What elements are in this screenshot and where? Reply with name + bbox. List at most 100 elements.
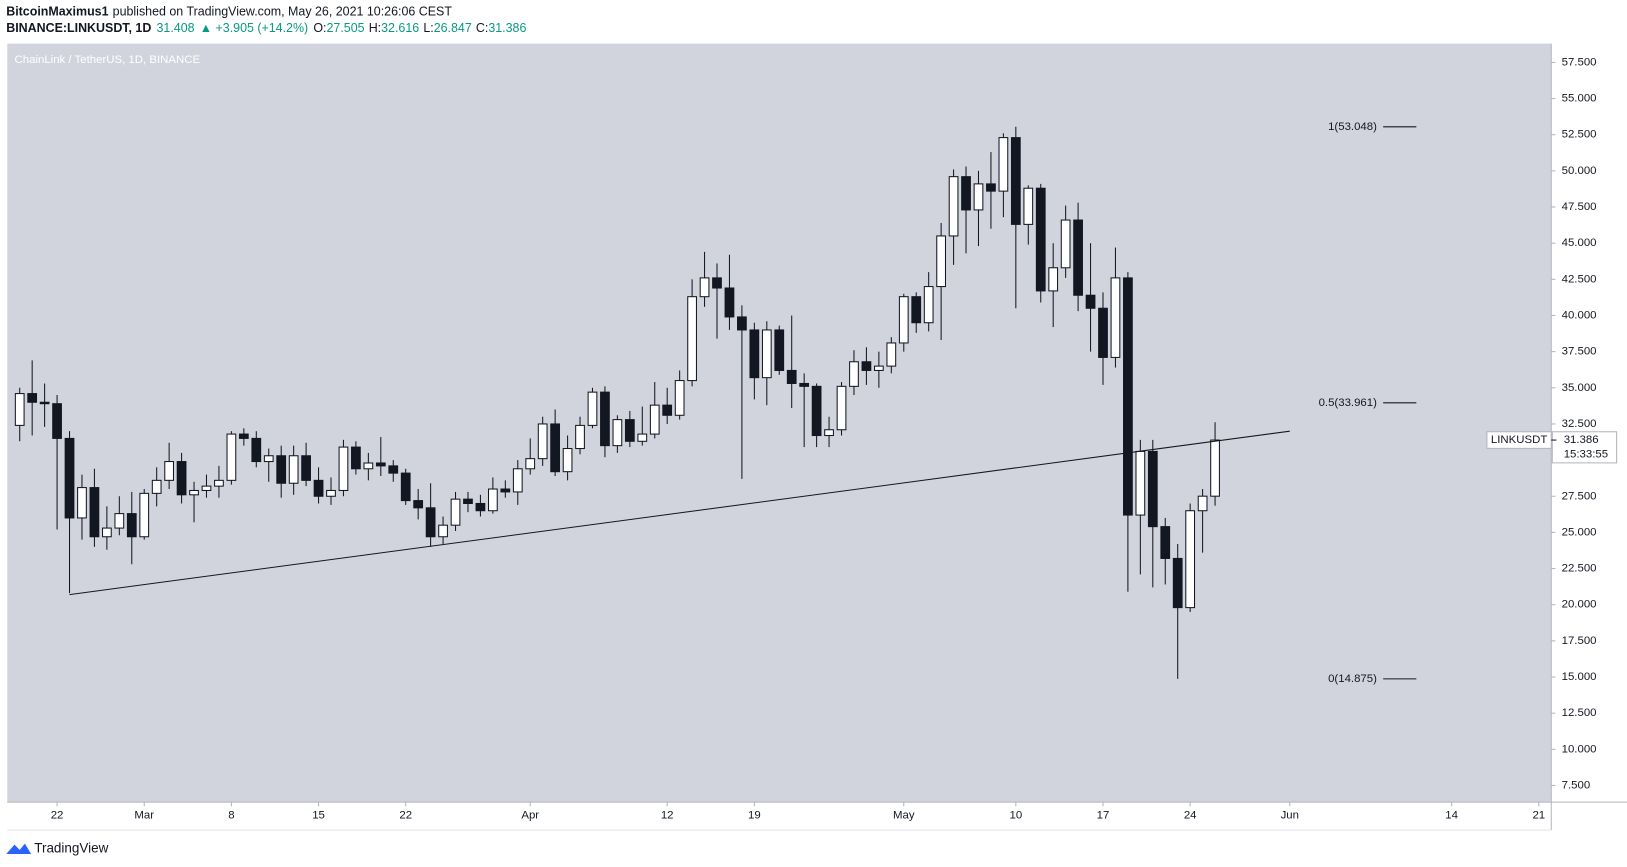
candle-body bbox=[961, 176, 971, 211]
fib-label: 0.5(33.961) bbox=[1319, 397, 1378, 409]
candle-body bbox=[201, 485, 212, 491]
candle-body bbox=[263, 455, 274, 463]
candle-body bbox=[114, 513, 125, 529]
candle-body bbox=[948, 176, 959, 237]
candle-body bbox=[1048, 267, 1059, 292]
candle-body bbox=[27, 393, 38, 403]
candle-body bbox=[973, 183, 984, 211]
candle-body bbox=[338, 446, 349, 491]
y-tick-label: 20.000 bbox=[1562, 599, 1597, 611]
y-tick-label: 10.000 bbox=[1562, 743, 1597, 755]
candle-body bbox=[1210, 439, 1220, 497]
candle-body bbox=[101, 527, 112, 538]
x-tick-label: 17 bbox=[1097, 810, 1110, 822]
ohlc-key: H: bbox=[369, 21, 381, 35]
candle-body bbox=[388, 465, 399, 474]
candle-body bbox=[1135, 450, 1146, 516]
y-tick-label: 12.500 bbox=[1562, 707, 1597, 719]
change: ▲ +3.905 (+14.2%) bbox=[200, 21, 308, 35]
candle-body bbox=[624, 419, 635, 442]
y-tick-label: 25.000 bbox=[1562, 526, 1597, 538]
candle-body bbox=[438, 524, 448, 538]
candle-body bbox=[1073, 219, 1083, 296]
candle-body bbox=[77, 487, 87, 519]
candle-body bbox=[923, 286, 934, 324]
candle-body bbox=[550, 423, 561, 473]
candle-body bbox=[226, 433, 237, 481]
candle-body bbox=[824, 429, 834, 437]
logo-icon bbox=[6, 843, 32, 854]
candle-body bbox=[998, 137, 1009, 192]
trendline bbox=[69, 430, 1290, 596]
y-tick-label: 42.500 bbox=[1562, 273, 1597, 285]
candle-body bbox=[1147, 450, 1158, 528]
x-tick-label: 14 bbox=[1445, 810, 1458, 822]
y-tick-label: 15.000 bbox=[1562, 671, 1597, 683]
candle-body bbox=[849, 361, 859, 387]
candle-body bbox=[313, 479, 324, 497]
candle-body bbox=[512, 468, 523, 493]
candle-body bbox=[786, 369, 797, 384]
x-tick-label: 12 bbox=[661, 810, 674, 822]
candle-body bbox=[251, 437, 262, 463]
candle-body bbox=[89, 487, 100, 538]
candle-body bbox=[699, 277, 710, 298]
candle-body bbox=[126, 513, 137, 538]
price-box bbox=[1551, 431, 1618, 464]
candle-body bbox=[799, 382, 810, 387]
x-tick-label: 21 bbox=[1532, 810, 1545, 822]
candle-body bbox=[1023, 187, 1034, 225]
candle-body bbox=[52, 403, 62, 439]
y-tick-label: 55.000 bbox=[1562, 93, 1597, 105]
y-tick-label: 45.000 bbox=[1562, 237, 1597, 249]
candle-body bbox=[811, 385, 822, 437]
candle-body bbox=[886, 342, 897, 367]
y-tick-label: 35.000 bbox=[1562, 382, 1597, 394]
y-tick-label: 32.500 bbox=[1562, 418, 1597, 430]
x-tick-label: 19 bbox=[748, 810, 761, 822]
candle-body bbox=[1098, 307, 1108, 358]
candle-body bbox=[1085, 294, 1096, 309]
y-tick-label: 17.500 bbox=[1562, 635, 1597, 647]
y-tick-label: 47.500 bbox=[1562, 201, 1597, 213]
candle-body bbox=[612, 419, 623, 447]
candle-body bbox=[662, 404, 673, 416]
candle-body bbox=[326, 489, 336, 497]
candle-body bbox=[587, 391, 598, 426]
candle-body bbox=[637, 433, 648, 442]
candle-body bbox=[986, 183, 996, 192]
candle-body bbox=[1123, 277, 1133, 516]
candle-body bbox=[14, 393, 25, 426]
symbol-label: LINKUSDT bbox=[1491, 434, 1547, 446]
candle-body bbox=[1160, 526, 1171, 559]
candle-body bbox=[363, 462, 374, 470]
candle-body bbox=[39, 401, 50, 405]
candle-body bbox=[487, 488, 498, 512]
candle-body bbox=[898, 296, 909, 344]
candle-body bbox=[562, 448, 573, 473]
ohlc-value: 31.386 bbox=[488, 21, 526, 35]
candle-body bbox=[288, 455, 299, 484]
last-price: 31.386 bbox=[1564, 434, 1599, 446]
x-tick-label: 22 bbox=[399, 810, 412, 822]
x-tick-label: Mar bbox=[134, 810, 154, 822]
y-tick-label: 52.500 bbox=[1562, 129, 1597, 141]
candle-body bbox=[164, 461, 175, 481]
candle-body bbox=[774, 329, 785, 371]
candle-body bbox=[749, 329, 760, 379]
candle-body bbox=[413, 500, 424, 509]
candle-body bbox=[861, 361, 872, 371]
candle-body bbox=[737, 316, 747, 331]
candle-body bbox=[189, 489, 199, 496]
ohlc-key: C: bbox=[476, 21, 488, 35]
brand: TradingView bbox=[34, 840, 108, 855]
candle-body bbox=[761, 329, 772, 379]
candle-body bbox=[936, 235, 947, 288]
candle-body bbox=[463, 498, 473, 505]
published: published on TradingView.com, May 26, 20… bbox=[113, 5, 453, 19]
last: 31.408 bbox=[157, 21, 195, 35]
candle-body bbox=[600, 391, 610, 447]
candle-body bbox=[674, 380, 685, 416]
